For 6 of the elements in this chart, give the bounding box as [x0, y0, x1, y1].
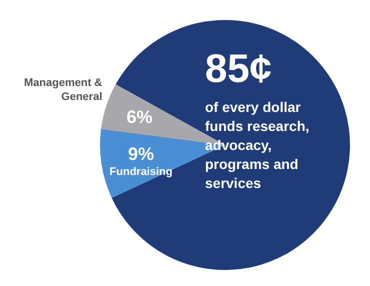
data-label: 85¢ — [205, 47, 272, 91]
data-label: 6% — [126, 106, 153, 127]
data-label: 9% — [128, 144, 154, 164]
slice-label: of every dollar funds research, advocacy, programs and services — [205, 99, 310, 191]
slice-label: Management & General — [24, 76, 102, 103]
slice-label: Fundraising — [110, 166, 172, 178]
